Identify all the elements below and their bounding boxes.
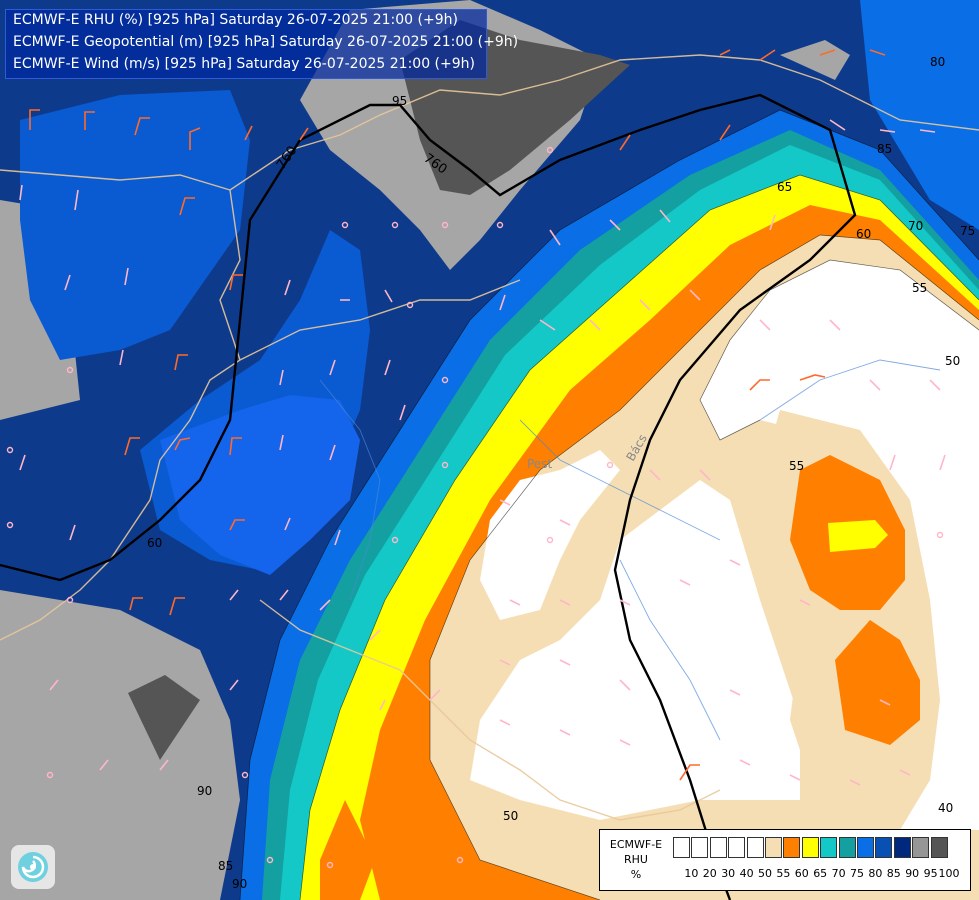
legend-swatch (728, 837, 746, 858)
title-line-geopotential: ECMWF-E Geopotential (m) [925 hPa] Satur… (13, 34, 519, 50)
rh-label: 55 (912, 281, 927, 295)
legend-swatch (673, 837, 690, 858)
rh-label: 50 (945, 354, 960, 368)
rh-label: 60 (856, 227, 871, 241)
legend-tick-label: 95 (923, 867, 938, 880)
rh-label: 95 (392, 94, 407, 108)
legend-swatch (912, 837, 930, 858)
legend-tick-label: 75 (850, 867, 864, 880)
legend-swatch (838, 837, 856, 858)
legend-swatch (875, 837, 893, 858)
legend-swatch (691, 837, 709, 858)
legend-tick-label: 85 (886, 867, 901, 880)
wind-barbs (6, 49, 946, 869)
legend-tick-label: 50 (758, 867, 772, 880)
country-borders (0, 54, 979, 821)
rh-label: 90 (197, 784, 212, 798)
legend-tick-label: 40 (739, 867, 754, 880)
legend-tick-label: 55 (776, 867, 791, 880)
rh-label: 75 (960, 224, 975, 238)
legend-swatch (765, 837, 782, 858)
rh-fill-80-ne (860, 0, 979, 230)
legend-tick-label: 60 (794, 867, 809, 880)
title-line-wind: ECMWF-E Wind (m/s) [925 hPa] Saturday 26… (13, 56, 475, 72)
rh-band-50-south (480, 450, 620, 620)
rh-label: 55 (789, 459, 804, 473)
rh-contours (239, 109, 979, 900)
legend-tick-label: 100 (938, 867, 960, 880)
rh-label: 65 (777, 180, 792, 194)
rh-band-65-east (828, 520, 888, 552)
legend-tick-label: 10 (684, 867, 699, 880)
rh-label: 60 (147, 536, 162, 550)
rh-band-60-east-2 (835, 620, 920, 745)
rh-fill-80-core (160, 395, 360, 575)
rh-band-50-core (700, 260, 979, 830)
title-line-rhu: ECMWF-E RHU (%) [925 hPa] Saturday 26-07… (13, 12, 458, 28)
geopotential-contour-760 (0, 93, 857, 900)
legend-swatch (709, 837, 727, 858)
rh-label: 80 (930, 55, 945, 69)
legend-tick-label: 20 (702, 867, 717, 880)
rh-label: 50 (503, 809, 518, 823)
rh-fill-100-sw (128, 675, 200, 760)
place-label-pest: Pest (527, 457, 552, 471)
rh-fill-95-sw (0, 590, 240, 900)
map-title-box: ECMWF-E RHU (%) [925 hPa] Saturday 26-07… (5, 9, 518, 79)
rh-label: 70 (908, 219, 923, 233)
rivers (319, 359, 941, 741)
legend-swatch (857, 837, 874, 858)
legend-tick-label: 80 (868, 867, 883, 880)
rh-fill-80-west (20, 90, 250, 360)
ecmwf-logo-icon (11, 845, 55, 889)
legend-tick-label: 90 (905, 867, 920, 880)
rh-label: 85 (877, 142, 892, 156)
legend-tick-label: 30 (721, 867, 736, 880)
color-legend: ECMWF-E RHU % 10 20 30 40 50 55 60 65 70 75 80 85 90… (599, 829, 971, 891)
legend-title-unit: % (630, 868, 642, 881)
legend-swatch (893, 837, 911, 858)
legend-swatch (820, 837, 838, 858)
legend-swatch (783, 837, 801, 858)
legend-swatch (930, 837, 948, 858)
legend-tick-label: 65 (813, 867, 828, 880)
legend-title-model: ECMWF-E (609, 838, 663, 851)
rh-label: 40 (938, 801, 953, 815)
rh-band-60-sw (320, 800, 375, 900)
rh-label: 85 (218, 859, 233, 873)
rh-label: 90 (232, 877, 247, 891)
legend-tick-label: 70 (831, 867, 846, 880)
legend-title-variable: RHU (624, 853, 648, 866)
legend-swatch (746, 837, 764, 858)
legend-swatch (801, 837, 819, 858)
swirl-icon (18, 852, 48, 882)
